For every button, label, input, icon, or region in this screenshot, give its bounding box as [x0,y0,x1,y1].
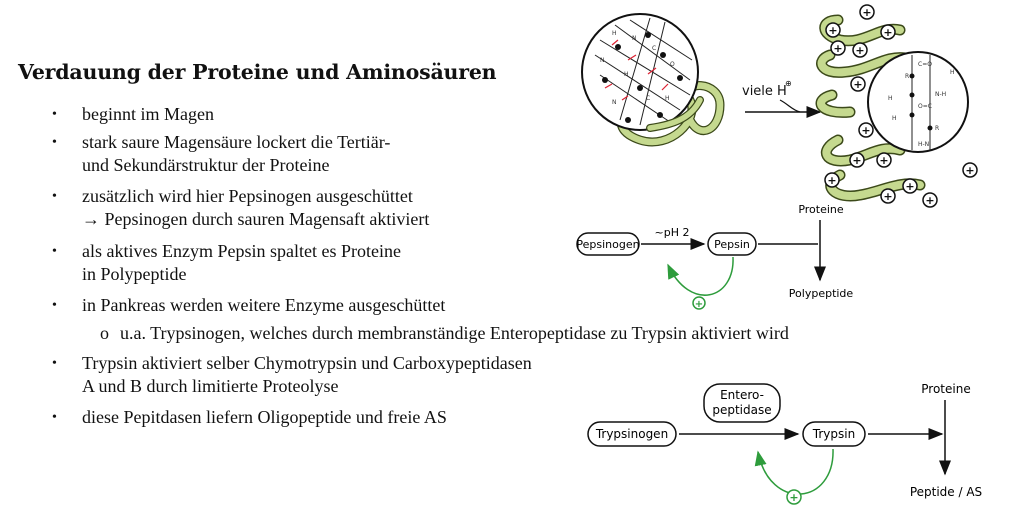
sub-list-item: o u.a. Trypsinogen, welches durch membra… [100,322,789,345]
trypsinogen-box [587,421,677,447]
bullet-icon: • [52,298,57,313]
svg-text:H: H [665,95,670,102]
ph-condition-label: ~pH 2 [655,226,690,239]
bullet-icon: • [52,410,57,425]
list-item: • stark saure Magensäure lockert die Ter… [52,131,391,177]
list-item-text: in Polypeptide [82,264,187,284]
svg-text:C: C [646,95,650,102]
list-item-text: in Pankreas werden weitere Enzyme ausges… [82,295,446,315]
svg-text:+: + [855,44,864,57]
list-item: • diese Pepitdasen liefern Oligopeptide … [52,406,447,429]
products-label: Peptide / AS [910,485,982,499]
bullet-icon: • [52,107,57,122]
list-item-text: zusätzlich wird hier Pepsinogen ausgesch… [82,186,413,206]
svg-text:H: H [892,115,897,122]
list-item: • Trypsin aktiviert selber Chymotrypsin … [52,352,532,398]
sub-list-item-text: u.a. Trypsinogen, welches durch membrans… [120,323,789,343]
svg-text:+: + [853,78,862,91]
trypsin-box [802,421,866,447]
arrow-label: viele H [742,84,787,99]
proteine-label: Proteine [921,382,970,396]
enzyme-label-line1: Entero- [720,388,764,402]
svg-text:+: + [852,154,861,167]
list-item-text: stark saure Magensäure lockert die Terti… [82,132,391,152]
positive-feedback-icon [786,489,802,505]
list-item-text: als aktives Enzym Pepsin spaltet es Prot… [82,241,401,261]
list-item: • zusätzlich wird hier Pepsinogen ausges… [52,185,430,231]
list-item-text: Trypsin aktiviert selber Chymotrypsin un… [82,353,532,373]
bullet-icon: • [52,244,57,259]
svg-text:+: + [883,190,892,203]
svg-text:H: H [624,71,629,78]
list-item-text: A und B durch limitierte Proteolyse [82,376,339,396]
polypeptide-label: Polypeptide [789,287,854,300]
svg-text:H: H [612,30,617,37]
trypsinogen-label: Trypsinogen [595,427,668,441]
folded-protein-image: H N C O N H C N H [581,13,725,147]
trypsin-label: Trypsin [812,427,855,441]
svg-text:+: + [862,6,871,19]
list-item-text: → Pepsinogen durch sauren Magensaft akti… [82,209,430,229]
enteropeptidase-box [703,383,781,423]
proton-plus-icons [824,4,978,208]
svg-text:C: C [652,45,656,52]
bullet-icon: • [52,356,57,371]
enzyme-label-line2: peptidase [712,403,771,417]
proteine-label: Proteine [798,203,844,216]
list-item: • beginnt im Magen [52,103,214,126]
svg-text:C=O: C=O [918,61,932,68]
svg-text:+: + [925,194,934,207]
svg-text:O=C: O=C [918,103,932,110]
svg-text:+: + [833,42,842,55]
svg-text:O: O [670,61,675,68]
svg-text:+: + [879,154,888,167]
svg-text:+: + [883,26,892,39]
svg-text:+: + [789,491,798,504]
denaturation-arrow: viele H ⊕ [742,79,822,118]
svg-text:R: R [905,73,909,80]
svg-text:H: H [888,95,893,102]
svg-text:H: H [950,69,955,76]
svg-text:+: + [861,124,870,137]
svg-text:+: + [965,164,974,177]
list-item-text: beginnt im Magen [82,104,214,124]
svg-text:R: R [935,125,939,132]
proton-charge-icon: ⊕ [785,79,792,88]
list-item-text: und Sekundärstruktur der Proteine [82,155,330,175]
svg-text:N: N [632,35,637,42]
svg-text:N: N [612,99,617,106]
page-title: Verdauung der Proteine und Aminosäuren [18,60,497,84]
unfolded-protein-image: C=O R N-H H H O=C R H-N H + + + + + + + + + + + + + + [815,4,978,208]
list-item: • in Pankreas werden weitere Enzyme ausg… [52,294,446,317]
bullet-icon: • [52,189,57,204]
pepsin-activation-diagram: Pepsinogen ~pH 2 Pepsin Proteine Polypep… [576,203,853,310]
circle-bullet-icon: o [100,323,109,343]
bullet-icon: • [52,135,57,150]
svg-text:+: + [905,180,914,193]
pepsin-box [707,232,757,256]
pepsin-label: Pepsin [714,238,750,251]
svg-text:N: N [600,57,605,64]
pepsinogen-box [576,232,640,256]
positive-feedback-icon [692,296,706,310]
svg-text:H-N: H-N [918,141,929,148]
list-item-text: diese Pepitdasen liefern Oligopeptide un… [82,407,447,427]
pepsinogen-label: Pepsinogen [576,238,639,251]
list-item: • als aktives Enzym Pepsin spaltet es Pr… [52,240,401,286]
svg-text:+: + [695,299,703,310]
svg-text:N-H: N-H [935,91,946,98]
trypsin-activation-diagram: Trypsinogen Entero- peptidase Trypsin Pr… [587,382,982,505]
svg-text:+: + [827,174,836,187]
svg-text:+: + [828,24,837,37]
